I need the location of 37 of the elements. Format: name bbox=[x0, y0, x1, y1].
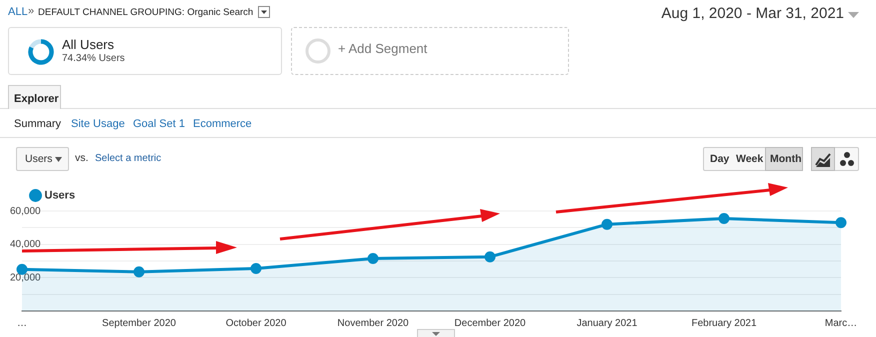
x-tick-label: September 2020 bbox=[102, 318, 176, 329]
text: 74.34% Users bbox=[62, 53, 125, 64]
x-tick-label: Marc… bbox=[824, 318, 858, 329]
text: Ecommerce bbox=[193, 118, 252, 130]
text: » bbox=[28, 5, 34, 17]
text: Select a metric bbox=[95, 153, 162, 164]
text: All Users bbox=[62, 37, 114, 52]
y-tick-label: 40,000 bbox=[10, 239, 42, 250]
point bbox=[718, 213, 730, 224]
text: Summary bbox=[14, 118, 62, 130]
text: Month bbox=[770, 153, 802, 165]
text: Explorer bbox=[14, 93, 59, 105]
text: + Add Segment bbox=[338, 41, 428, 56]
point bbox=[484, 251, 496, 262]
x-tick-label: … bbox=[17, 318, 27, 329]
point bbox=[250, 263, 262, 274]
x-tick-label: October 2020 bbox=[226, 318, 287, 329]
point bbox=[368, 253, 378, 264]
chart-subtitle: Aug 1, 2020 - Mar 31, 2021 bbox=[661, 5, 844, 22]
text: Site Usage bbox=[71, 118, 125, 130]
y-tick-label: 60,000 bbox=[10, 206, 42, 217]
point bbox=[134, 266, 144, 278]
x-tick-label: January 2021 bbox=[576, 318, 638, 329]
text: Day bbox=[710, 153, 730, 165]
x-tick-label: February 2021 bbox=[691, 318, 757, 329]
text: Goal Set 1 bbox=[133, 118, 185, 130]
x-tick-label: December 2020 bbox=[454, 318, 526, 329]
point bbox=[836, 217, 846, 228]
y-tick-label: 20,000 bbox=[10, 272, 42, 284]
legend-label: Users bbox=[44, 190, 76, 202]
text: vs. bbox=[75, 152, 88, 164]
text: ALL bbox=[8, 6, 28, 18]
x-tick-label: November 2020 bbox=[337, 318, 410, 329]
point bbox=[602, 218, 612, 230]
text: Week bbox=[736, 153, 764, 165]
text: DEFAULT CHANNEL GROUPING: Organic Search bbox=[38, 7, 254, 18]
text: Users bbox=[25, 153, 52, 165]
